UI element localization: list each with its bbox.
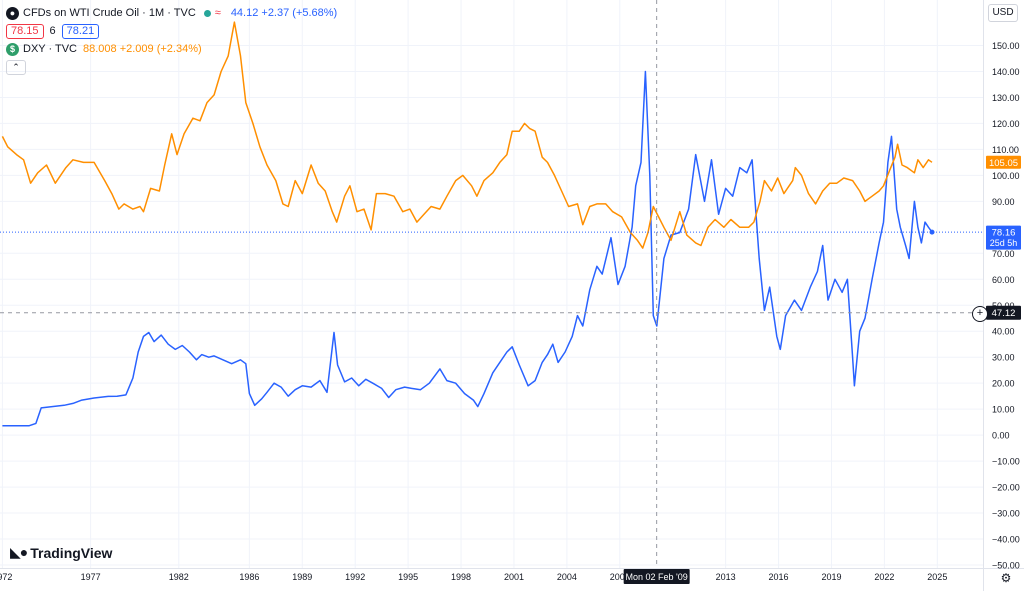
oil-price-line [2,70,933,427]
x-tick-label: 2007 [610,572,630,582]
overlay-layer [0,0,983,568]
crosshair-price-label-bg [986,305,1021,320]
x-tick-label: 2016 [769,572,789,582]
collapse-legend-button[interactable]: ⌃ [6,59,26,75]
oil-last-point [929,229,935,235]
crosshair-time-label: Mon 02 Feb '09 [626,572,688,582]
ask-price-button[interactable]: 78.21 [61,23,100,39]
y-tick-label: −30.00 [992,509,1020,519]
market-open-icon [203,9,211,17]
x-tick-label: 1972 [0,572,12,582]
y-tick-label: −40.00 [992,535,1020,545]
y-tick-label: 30.00 [992,353,1015,363]
y-tick-label: 10.00 [992,405,1015,415]
oil-price-label-bg [986,225,1021,250]
legend-main-row[interactable]: ● CFDs on WTI Crude Oil · 1M · TVC ≈ 44.… [6,4,341,22]
y-tick-label: 70.00 [992,249,1015,259]
main-symbol-title[interactable]: CFDs on WTI Crude Oil · 1M · TVC [23,7,196,19]
compare-symbol-change: 88.008 +2.009 (+2.34%) [83,43,202,55]
x-tick-label: 2004 [557,572,577,582]
currency-button[interactable]: USD [988,4,1018,22]
y-tick-label: 20.00 [992,379,1015,389]
tradingview-mark-icon: ◣● [10,544,28,560]
dollar-icon: $ [6,42,19,56]
y-tick-label: 120.00 [992,119,1020,129]
series-layer [1,21,933,427]
y-tick-label: 130.00 [992,93,1020,103]
y-tick-label: 140.00 [992,67,1020,77]
y-tick-label: −50.00 [992,561,1020,571]
y-tick-label: 40.00 [992,327,1015,337]
y-tick-label: 0.00 [992,431,1010,441]
y-tick-label: −20.00 [992,483,1020,493]
x-tick-label: 2013 [716,572,736,582]
x-tick-label: 1986 [239,572,259,582]
x-tick-label: 1977 [81,572,101,582]
add-crosshair-plus-icon[interactable]: + [972,306,988,322]
x-tick-label: 2022 [874,572,894,582]
crosshair-price-label: 47.12 [992,308,1016,319]
settings-gear-icon[interactable]: ⚙ [1000,571,1012,585]
bid-price-button[interactable]: 78.15 [6,23,44,39]
x-tick-label: 2019 [821,572,841,582]
legend-collapse-row: ⌃ [6,58,341,76]
oil-countdown-label: 25d 5h [990,238,1018,248]
oil-price-label: 78.16 [992,228,1016,239]
x-tick-label: 1992 [345,572,365,582]
dxy-price-label-bg [986,155,1021,169]
legend-compare-row[interactable]: $ DXY · TVC 88.008 +2.009 (+2.34%) [6,40,341,58]
tradingview-wordmark: TradingView [30,544,113,561]
compare-symbol-title[interactable]: DXY · TVC [23,43,77,55]
x-tick-label: 2001 [504,572,524,582]
x-tick-label: 2025 [927,572,947,582]
chart-legend: ● CFDs on WTI Crude Oil · 1M · TVC ≈ 44.… [6,4,341,76]
y-tick-label: 150.00 [992,41,1020,51]
x-tick-label: 1989 [292,572,312,582]
x-tick-label: 1998 [451,572,471,582]
y-tick-label: 100.00 [992,171,1020,181]
data-wave-icon: ≈ [214,7,221,19]
y-tick-label: 110.00 [992,145,1019,155]
crosshair-time-label-bg [623,569,690,584]
main-symbol-change: 44.12 +2.37 (+5.68%) [230,7,338,19]
y-tick-label: −10.00 [992,457,1020,467]
grid-lines [0,0,983,568]
spread-value: 6 [49,25,56,37]
legend-quote-row: 78.15 6 78.21 [6,22,341,40]
oil-drop-icon: ● [6,6,19,20]
tradingview-logo[interactable]: ◣● TradingView [10,544,112,561]
y-tick-label: 60.00 [992,275,1015,285]
y-tick-label: 90.00 [992,197,1015,207]
dxy-line [1,21,933,249]
dxy-price-label: 105.05 [989,158,1018,169]
x-tick-label: 1995 [398,572,418,582]
x-tick-label: 1982 [169,572,189,582]
